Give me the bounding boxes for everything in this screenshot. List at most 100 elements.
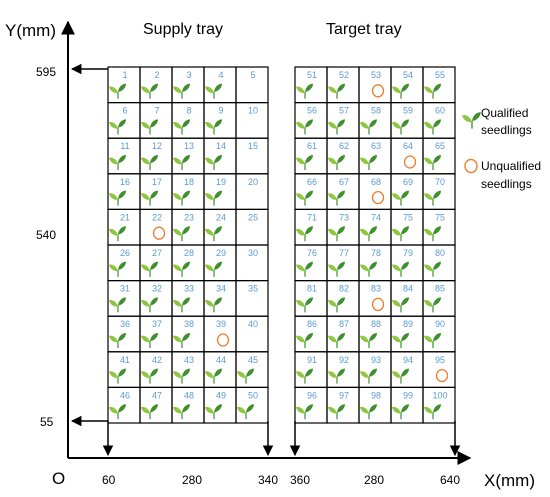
cell-number: 97 [339,390,349,400]
seedling-icon [205,83,222,99]
cell-number: 29 [216,248,226,258]
tray-cell: 19 [203,173,237,211]
cell-number: 69 [403,177,413,187]
cell-number: 23 [184,212,194,222]
tray-cell: 15 [235,137,269,175]
tray-cell: 83 [358,280,392,317]
seedling-icon [392,297,409,313]
tray-cell: 67 [326,173,360,211]
seedling-icon [360,333,377,348]
supply-tray-title: Supply tray [143,21,223,38]
tray-cell: 38 [171,315,205,353]
tray-cell: 57 [326,101,360,139]
cell-number: 47 [152,390,162,400]
origin-label: O [52,469,65,488]
tray-cell: 73 [326,208,360,246]
cell-number: 67 [339,177,349,187]
seedling-icon [141,333,158,348]
tray-cell: 85 [422,280,456,317]
cell-number: 60 [435,106,445,116]
legend-qualified-line1: Qualified [481,106,528,120]
cell-number: 9 [218,106,223,116]
tray-cell: 23 [171,208,205,246]
seedling-icon [296,155,313,170]
cell-number: 96 [307,390,317,400]
seedling-icon [173,155,190,170]
tray-cell: 97 [326,386,360,424]
y-tick-label: 55 [40,415,54,429]
tray-cell: 40 [235,315,269,353]
seedling-icon [205,404,222,420]
tray-cell: 8 [171,101,205,139]
x-tick-label: 280 [182,473,202,487]
seedling-icon [141,119,158,135]
seedling-icon [205,190,222,206]
tray-cell: 22 [139,208,173,246]
tray-cell: 31 [107,280,141,317]
seedling-icon [141,155,158,170]
seedling-icon [173,83,190,99]
seedling-icon [328,83,345,99]
cell-number: 83 [371,284,381,294]
seedling-icon [109,190,126,206]
seedling-icon [141,297,158,313]
tray-cell: 20 [235,173,269,211]
cell-number: 63 [371,141,381,151]
cell-number: 61 [307,141,317,151]
tray-cell: 27 [139,244,173,282]
cell-number: 89 [403,319,413,329]
y-tick-label: 540 [36,228,56,242]
seedling-icon [424,404,441,420]
tray-cell: 9 [203,101,237,139]
seedling-icon [173,368,190,384]
seedling-icon [296,190,313,206]
tray-cell: 58 [358,101,392,139]
cell-number: 85 [435,284,445,294]
cell-number: 11 [120,141,129,151]
x-tick-label: 60 [102,473,116,487]
seedling-icon [141,190,158,206]
tray-cell: 96 [294,386,328,424]
tray-cell: 65 [422,137,456,175]
cell-number: 5 [250,70,255,80]
tray-cell: 52 [326,66,360,104]
cell-number: 54 [403,70,413,80]
cell-number: 34 [216,284,226,294]
legend-unqualified-line1: Unqualified [481,159,541,173]
seedling-icon [392,261,409,277]
seedling-icon [237,368,254,384]
tray-cell: 44 [203,351,237,388]
tray-cell: 63 [358,137,392,175]
tray-cell: 74 [358,208,392,246]
cell-number: 15 [248,141,258,151]
cell-number: 26 [120,248,130,258]
tray-cell: 62 [326,137,360,175]
tray-cell: 86 [294,315,328,353]
cell-number: 79 [403,248,413,258]
cell-number: 12 [152,141,162,151]
tray-cell: 36 [107,315,141,353]
cell-number: 49 [216,390,226,400]
tray-cell: 50 [235,386,269,424]
cell-number: 53 [371,70,381,80]
seedling-icon [173,261,190,277]
tray-cell: 61 [294,137,328,175]
target-tray-title: Target tray [326,21,402,38]
cell-number: 22 [152,212,162,222]
cell-number: 84 [403,284,413,294]
seedling-icon [392,368,409,384]
cell-number: 68 [371,177,381,187]
tray-cell: 24 [203,208,237,246]
tray-cell: 43 [171,351,205,388]
y-axis-title: Y(mm) [5,21,56,40]
cell-number: 16 [120,177,130,187]
seedling-icon [109,261,126,277]
cell-number: 78 [371,248,381,258]
legend-qualified-line2: seedlings [481,123,532,137]
cell-number: 100 [432,390,447,400]
seedling-icon [205,226,222,242]
unqualified-seedling-icon [464,158,478,174]
cell-number: 71 [307,212,317,222]
